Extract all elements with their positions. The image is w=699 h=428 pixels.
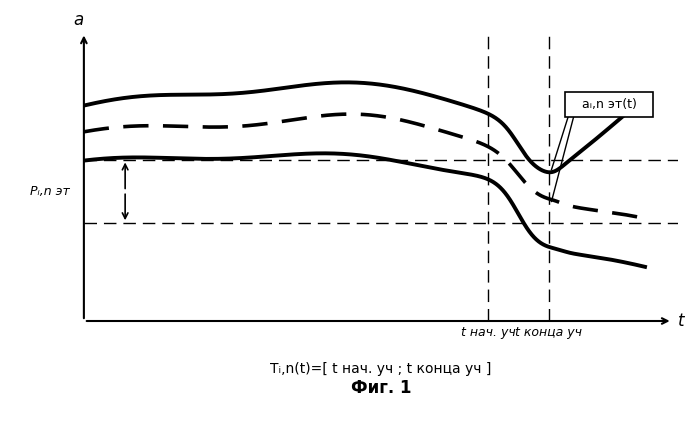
Text: t: t xyxy=(677,312,684,330)
Text: Tᵢ,n(t)=[ t нач. уч ; t конца уч ]: Tᵢ,n(t)=[ t нач. уч ; t конца уч ] xyxy=(271,362,491,376)
Text: Фиг. 1: Фиг. 1 xyxy=(351,379,411,397)
Text: aᵢ,n эт(t): aᵢ,n эт(t) xyxy=(582,98,637,111)
Text: a: a xyxy=(73,11,83,29)
Text: t нач. уч: t нач. уч xyxy=(461,326,516,339)
Text: t конца уч: t конца уч xyxy=(515,326,582,339)
FancyBboxPatch shape xyxy=(565,92,654,117)
Text: Pᵢ,n эт: Pᵢ,n эт xyxy=(30,185,70,198)
